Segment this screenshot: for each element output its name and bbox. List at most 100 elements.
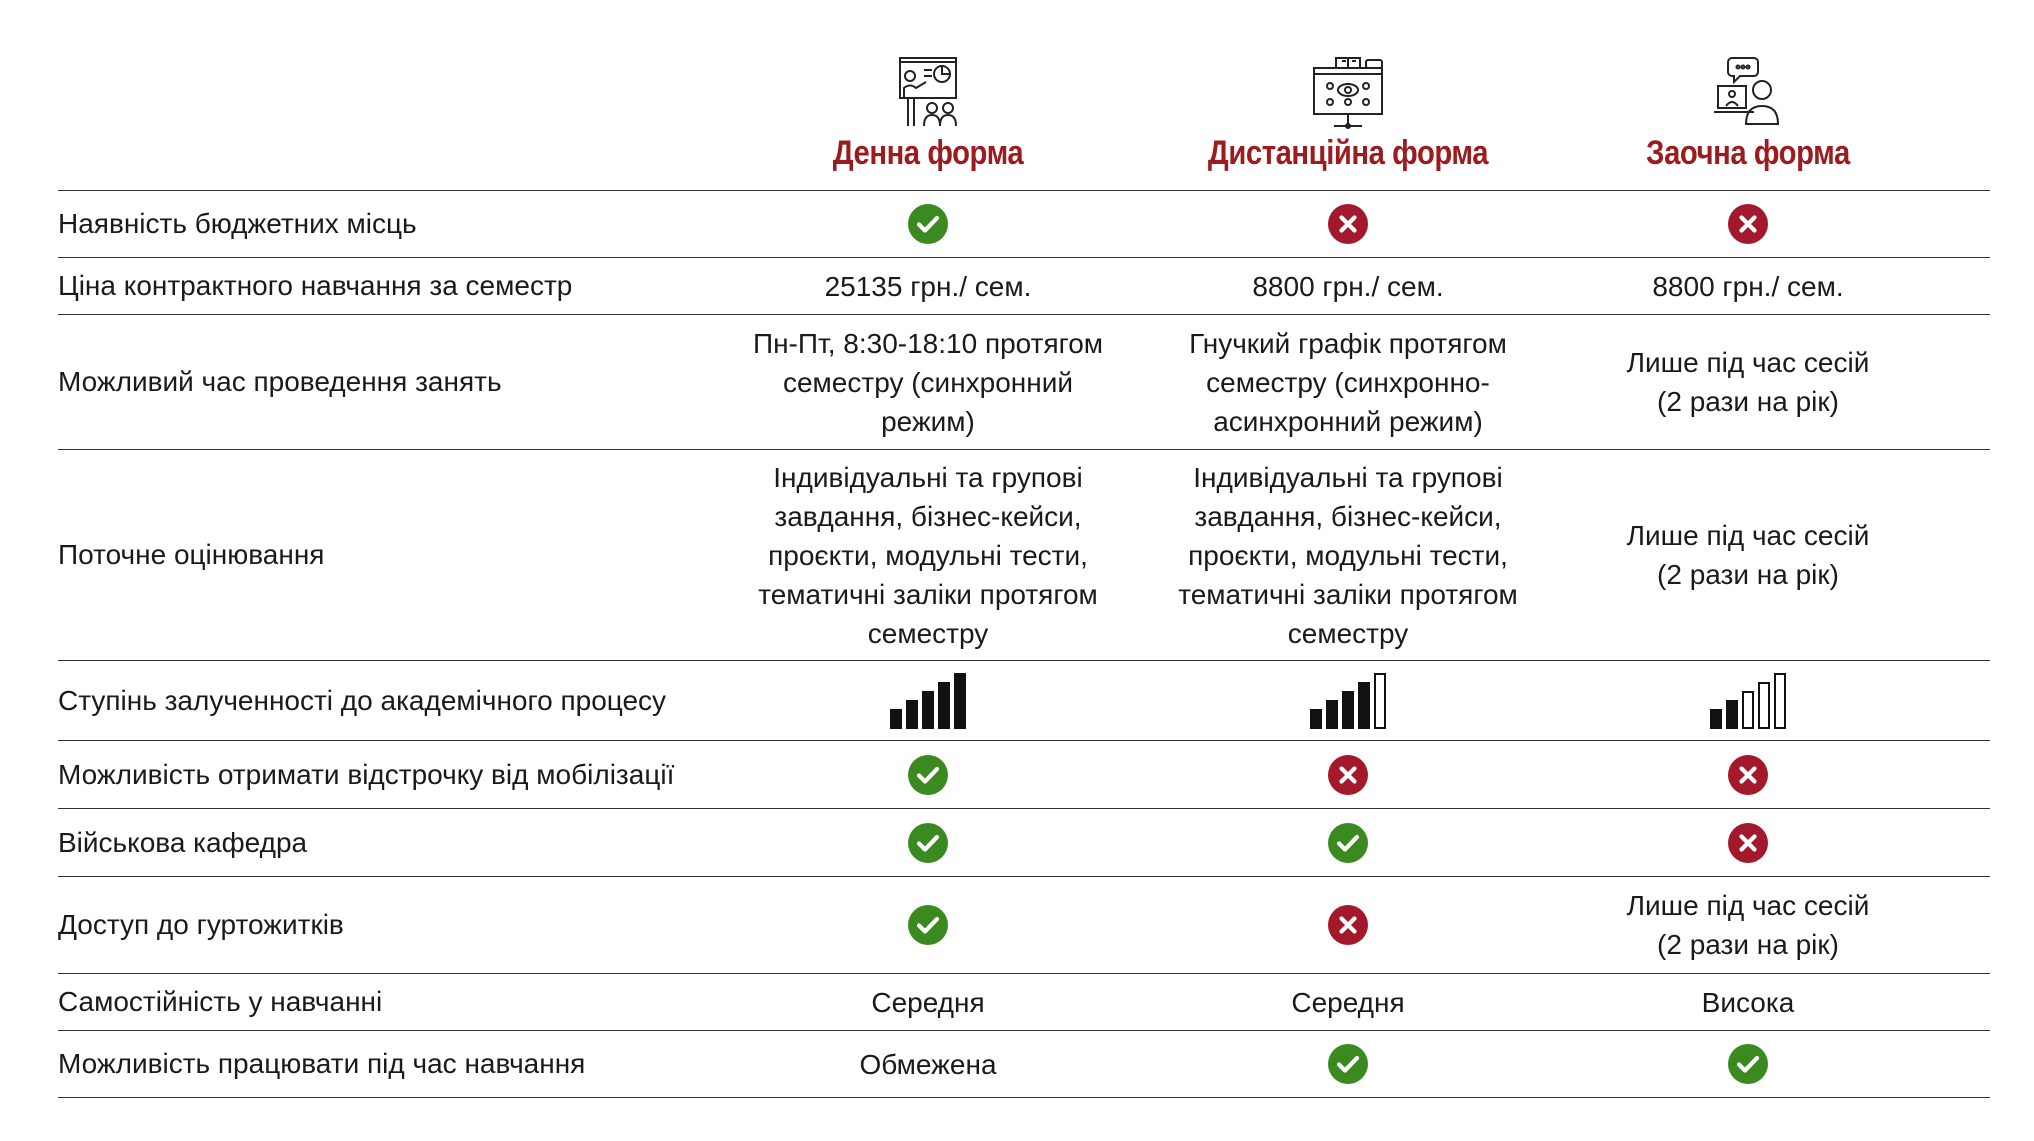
column-header-day: Денна форма	[738, 30, 1118, 190]
check-icon	[1728, 1044, 1768, 1084]
level-bar	[1726, 699, 1738, 729]
table-cell: 8800 грн./ сем.	[1558, 258, 1938, 314]
table-row: Можливість працювати під час навчання Обм…	[58, 1031, 1990, 1098]
check-icon	[908, 905, 948, 945]
level-bar	[1774, 672, 1786, 729]
table-cell	[1558, 661, 1938, 740]
online-learning-icon	[1313, 57, 1383, 129]
table-row: Поточне оцінювання Індивідуальні та групо…	[58, 450, 1990, 661]
cell-text: Гнучкий графік протягом семестру (синхро…	[1189, 327, 1507, 437]
row-label: Можливість працювати під час навчання	[58, 1048, 586, 1079]
table-cell	[1558, 191, 1938, 257]
cell-text: Лише під час сесій (2 рази на рік)	[1626, 520, 1870, 590]
table-row: Військова кафедра	[58, 809, 1990, 877]
table-cell: 25135 грн./ сем.	[738, 258, 1118, 314]
level-bar	[1374, 672, 1386, 729]
row-label: Наявність бюджетних місць	[58, 208, 417, 239]
table-cell: Середня	[738, 974, 1118, 1030]
cell-text: Середня	[871, 986, 985, 1018]
cross-icon	[1328, 204, 1368, 244]
cell-text: Висока	[1701, 986, 1795, 1018]
level-bar	[906, 699, 918, 729]
table-cell: Лише під час сесій (2 рази на рік)	[1558, 315, 1938, 449]
level-bar	[938, 681, 950, 729]
cell-text: Середня	[1291, 986, 1405, 1018]
table-cell	[738, 809, 1118, 876]
level-bar	[1710, 708, 1722, 729]
engagement-level-indicator	[1310, 672, 1386, 729]
level-bar	[922, 690, 934, 729]
table-cell	[1158, 741, 1538, 808]
level-bar	[1326, 699, 1338, 729]
cross-icon	[1328, 754, 1368, 795]
table-cell	[738, 741, 1118, 808]
table-cell: Пн-Пт, 8:30-18:10 протягом семестру (син…	[738, 315, 1118, 449]
table-cell	[738, 661, 1118, 740]
table-header: Денна форма Дистанційна форма	[58, 30, 1990, 191]
table-row: Можливий час проведення занять Пн-Пт, 8:3…	[58, 315, 1990, 450]
check-icon	[908, 754, 948, 795]
cross-icon	[1728, 204, 1768, 244]
column-header-distance: Дистанційна форма	[1158, 30, 1538, 190]
table-cell: Обмежена	[738, 1031, 1118, 1097]
table-row: Наявність бюджетних місць	[58, 191, 1990, 258]
cell-text: Лише під час сесій (2 рази на рік)	[1626, 347, 1870, 417]
table-row: Самостійність у навчанні Середня Середня Ви…	[58, 974, 1990, 1031]
table-cell	[738, 191, 1118, 257]
check-icon	[908, 204, 948, 244]
table-cell: Гнучкий графік протягом семестру (синхро…	[1158, 315, 1538, 449]
cell-text: Пн-Пт, 8:30-18:10 протягом семестру (син…	[752, 327, 1104, 437]
self-study-icon	[1714, 57, 1780, 125]
table-cell: 8800 грн./ сем.	[1158, 258, 1538, 314]
cross-icon	[1728, 822, 1768, 863]
level-bar	[1342, 690, 1354, 729]
table-row: Ступінь залученності до академічного про…	[58, 661, 1990, 741]
column-title: Заочна форма	[1646, 134, 1850, 172]
row-label: Можливий час проведення занять	[58, 366, 502, 397]
table-cell	[1158, 877, 1538, 973]
level-bar	[1758, 681, 1770, 729]
comparison-table: Денна форма Дистанційна форма	[58, 30, 1990, 1098]
table-cell: Індивідуальні та групові завдання, бізне…	[1158, 450, 1538, 660]
table-cell	[1558, 809, 1938, 876]
column-title: Дистанційна форма	[1207, 134, 1489, 172]
cell-text: 8800 грн./ сем.	[1652, 270, 1844, 302]
table-cell: Індивідуальні та групові завдання, бізне…	[738, 450, 1118, 660]
table-cell: Середня	[1158, 974, 1538, 1030]
cell-text: 8800 грн./ сем.	[1252, 270, 1444, 302]
engagement-level-indicator	[1710, 672, 1786, 729]
cell-text: 25135 грн./ сем.	[824, 270, 1032, 302]
table-cell	[738, 877, 1118, 973]
table-row: Ціна контрактного навчання за семестр 251…	[58, 258, 1990, 315]
row-label: Доступ до гуртожитків	[58, 909, 344, 940]
cross-icon	[1728, 754, 1768, 795]
table-cell: Лише під час сесій (2 рази на рік)	[1558, 450, 1938, 660]
level-bar	[954, 672, 966, 729]
check-icon	[908, 822, 948, 863]
cell-text: Індивідуальні та групові завдання, бізне…	[1178, 461, 1518, 649]
cell-text: Обмежена	[859, 1048, 997, 1080]
cross-icon	[1328, 905, 1368, 945]
row-label: Поточне оцінювання	[58, 539, 325, 570]
table-row: Доступ до гуртожитків Лише під час сесій …	[58, 877, 1990, 974]
table-body: Наявність бюджетних місць Ціна контрактно…	[58, 191, 1990, 1098]
level-bar	[1310, 708, 1322, 729]
teacher-presentation-icon	[899, 57, 957, 127]
check-icon	[1328, 822, 1368, 863]
row-label: Самостійність у навчанні	[58, 986, 383, 1017]
table-cell	[1158, 661, 1538, 740]
row-label: Ступінь залученності до академічного про…	[58, 684, 667, 716]
check-icon	[1328, 1044, 1368, 1084]
column-title: Денна форма	[832, 134, 1024, 172]
table-cell: Лише під час сесій (2 рази на рік)	[1558, 877, 1938, 973]
level-bar	[1358, 681, 1370, 729]
table-cell	[1158, 191, 1538, 257]
level-bar	[1742, 690, 1754, 729]
table-row: Можливість отримати відстрочку від мобіл…	[58, 741, 1990, 809]
row-label: Військова кафедра	[58, 826, 308, 858]
cell-text: Лише під час сесій (2 рази на рік)	[1626, 890, 1870, 960]
row-label: Можливість отримати відстрочку від мобіл…	[58, 758, 675, 790]
cell-text: Індивідуальні та групові завдання, бізне…	[758, 461, 1098, 649]
table-cell	[1558, 741, 1938, 808]
table-cell	[1558, 1031, 1938, 1097]
